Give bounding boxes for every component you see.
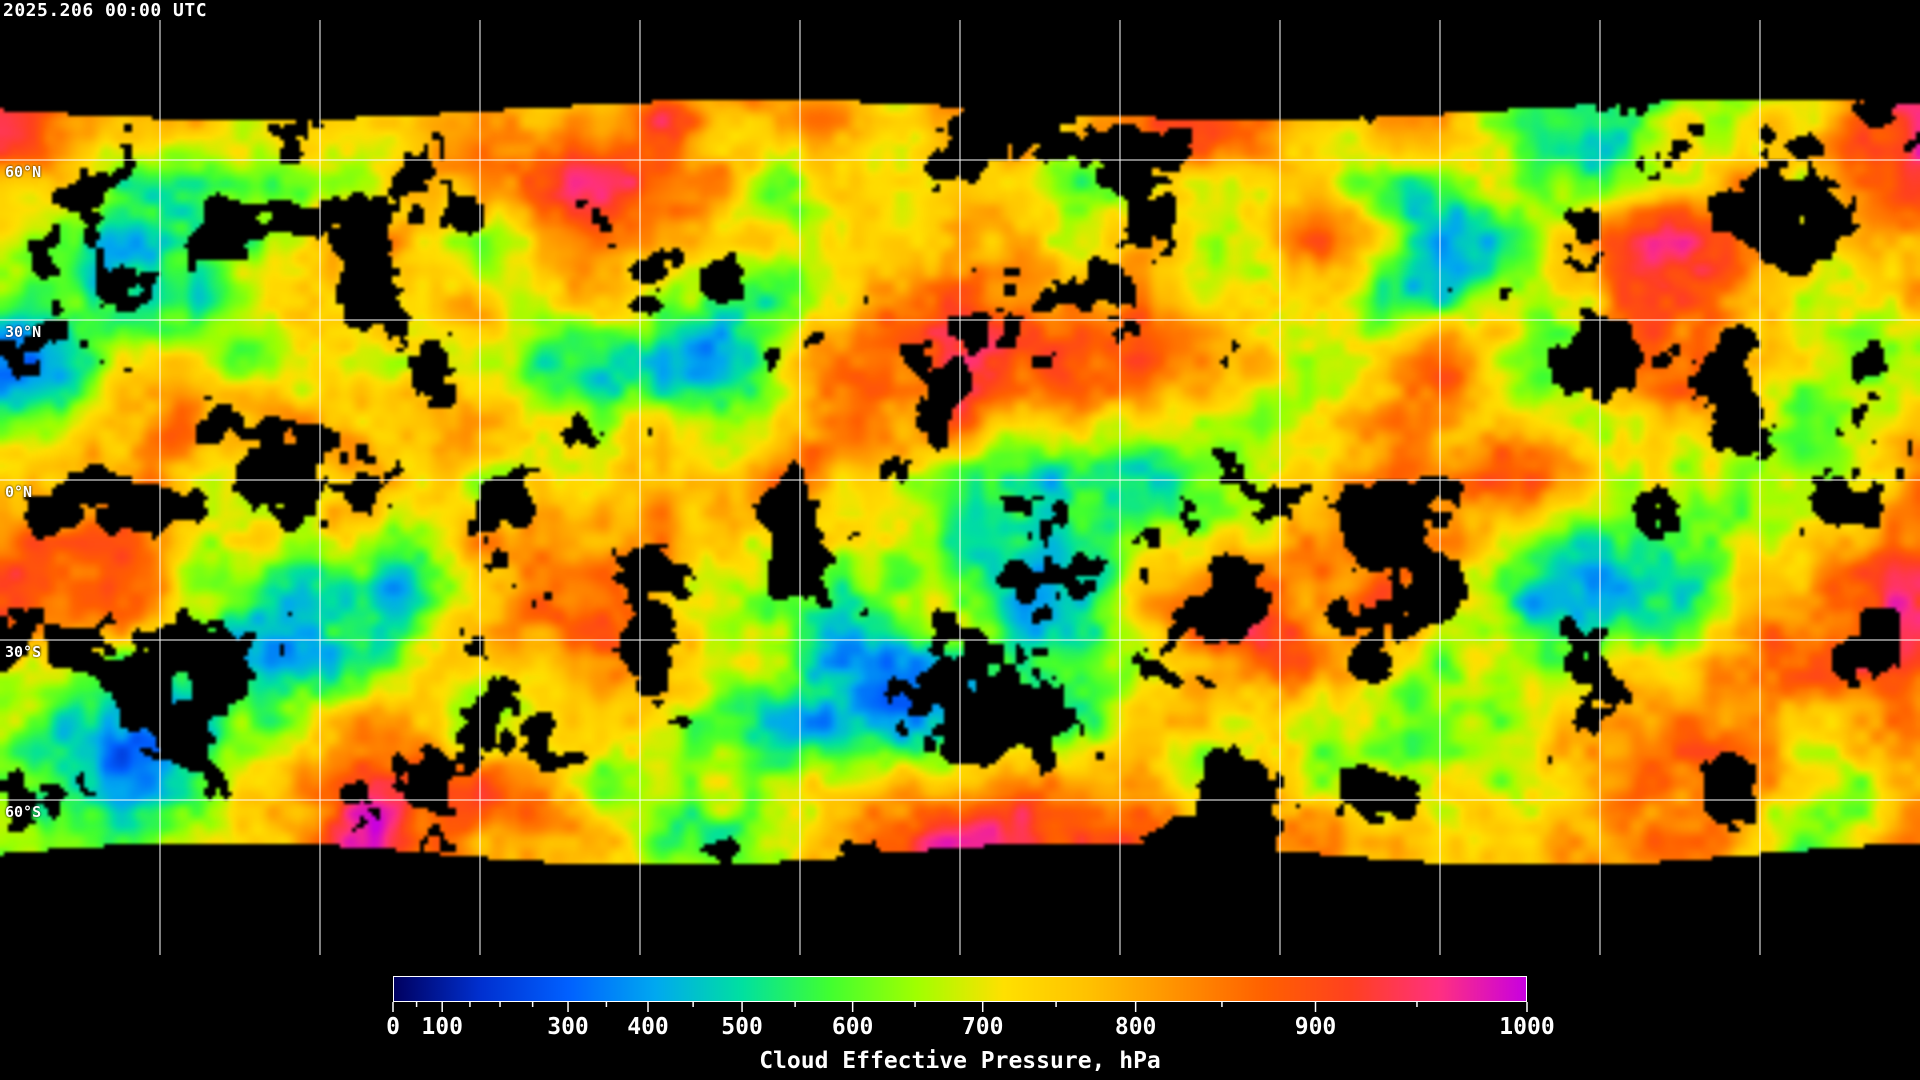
tick-label: 400 xyxy=(627,1014,669,1040)
lat-label-30s: 30°S xyxy=(5,643,42,661)
lat-label-equator: 0°N xyxy=(5,483,33,501)
colorbar xyxy=(393,976,1527,1002)
tick-label: 700 xyxy=(961,1014,1004,1040)
tick-label: 0 xyxy=(386,1014,400,1040)
tick-label: 100 xyxy=(421,1014,463,1040)
tick-label: 900 xyxy=(1294,1014,1337,1040)
timestamp: 2025.206 00:00 UTC xyxy=(3,0,208,21)
tick-label: 1000 xyxy=(1499,1014,1555,1040)
lat-label-60s: 60°S xyxy=(5,803,42,821)
tick-label: 600 xyxy=(831,1014,874,1040)
lat-lon-gridlines xyxy=(0,20,1920,955)
tick-label: 300 xyxy=(547,1014,589,1040)
lat-label-30n: 30°N xyxy=(5,323,42,341)
lat-label-60n: 60°N xyxy=(5,163,42,181)
tick-label: 500 xyxy=(721,1014,763,1040)
colorbar-title: Cloud Effective Pressure, hPa xyxy=(759,1048,1161,1074)
tick-label: 800 xyxy=(1114,1014,1157,1040)
cloud-pressure-map: 60°N 30°N 0°N 30°S 60°S xyxy=(0,0,1920,960)
